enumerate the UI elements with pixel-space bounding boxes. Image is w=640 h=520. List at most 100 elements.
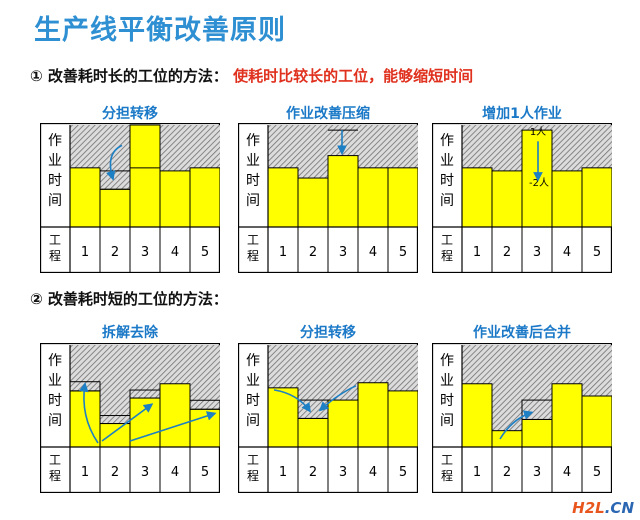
bar-station-1: [461, 383, 493, 448]
bar-station-4: [357, 382, 389, 448]
redistribute-arrow-3: [129, 411, 217, 442]
panel-label-3: 增加1人作业: [482, 106, 562, 122]
station-number-1: 1: [81, 465, 89, 480]
station-number-5: 5: [201, 245, 209, 260]
y-label-char: 业: [440, 373, 454, 389]
bar-station-4: [159, 170, 191, 228]
panel-label-5: 分担转移: [300, 325, 356, 341]
redistribute-arrow-2: [101, 403, 154, 442]
panel-chart-4: 作业时间工程 1 2 3 4 5: [40, 343, 220, 493]
x-label-char: 工: [247, 233, 259, 247]
station-number-4: 4: [563, 465, 571, 480]
redistribute-arrow-1: [79, 382, 99, 444]
x-label-char: 工: [49, 453, 61, 467]
bar-station-1: [69, 167, 101, 228]
panel-label-6: 作业改善后合并: [473, 325, 571, 341]
station-number-1: 1: [473, 245, 481, 260]
panel-chart-1: 作业时间工程 1 2 3 4 5: [40, 123, 220, 273]
bar-station-2: [99, 423, 131, 448]
y-label-char: 业: [48, 373, 62, 389]
annotation-1-person: 1人: [530, 126, 546, 138]
bar-station-2: [297, 417, 329, 448]
x-label-char: 工: [247, 453, 259, 467]
station-number-5: 5: [399, 245, 407, 260]
watermark-logo: H2L.CN: [572, 499, 634, 517]
station-number-3: 3: [339, 465, 347, 480]
bar-station-3: [327, 399, 359, 448]
x-label-char: 工: [441, 233, 453, 247]
station-number-4: 4: [563, 245, 571, 260]
station-number-5: 5: [593, 245, 601, 260]
panel-chart-6: 作业时间工程 1 2 3 4 5: [432, 343, 612, 493]
panel-chart-2: 作业时间工程 1 2 3 4 5: [238, 123, 418, 273]
bar-station-5: [387, 167, 418, 228]
x-label-char: 程: [247, 248, 259, 263]
x-label-char: 程: [247, 468, 259, 483]
y-label-char: 作: [48, 353, 62, 369]
station-number-5: 5: [593, 465, 601, 480]
x-label-char: 程: [441, 468, 453, 483]
removed-part-3: [129, 389, 161, 399]
bar-station-2: [491, 430, 523, 448]
station-number-4: 4: [171, 465, 179, 480]
station-number-3: 3: [141, 465, 149, 480]
bar-station-5: [581, 167, 612, 228]
station-number-3: 3: [533, 245, 541, 260]
section1-heading: ① 改善耗时长的工位的方法： 使耗时比较长的工位，能够缩短时间: [30, 65, 473, 86]
section2-heading-text: ② 改善耗时短的工位的方法：: [30, 290, 228, 308]
bar-station-4: [551, 170, 583, 228]
y-label-char: 时: [440, 173, 454, 189]
bar-station-5: [189, 167, 220, 228]
bar-station-5: [387, 390, 418, 448]
page-title: 生产线平衡改善原则: [34, 15, 286, 46]
station-number-5: 5: [399, 465, 407, 480]
y-label-char: 间: [48, 193, 62, 209]
bar-station-1: [461, 167, 493, 228]
transfer-arrow: [106, 144, 123, 181]
bar-station-2: [491, 170, 523, 228]
station-number-4: 4: [369, 245, 377, 260]
y-label-char: 间: [246, 193, 260, 209]
merge-arrow: [499, 410, 534, 440]
y-label-char: 间: [440, 413, 454, 429]
station-number-2: 2: [111, 245, 119, 260]
bar-station-5: [189, 408, 220, 448]
panel-label-1: 分担转移: [102, 106, 158, 122]
annotation-2-person: -2人: [529, 177, 549, 189]
y-label-char: 作: [440, 133, 454, 149]
y-label-char: 间: [246, 413, 260, 429]
y-label-char: 业: [246, 153, 260, 169]
y-label-char: 时: [246, 173, 260, 189]
station-number-3: 3: [339, 245, 347, 260]
x-label-char: 工: [49, 233, 61, 247]
x-label-char: 程: [49, 468, 61, 483]
bar-station-1: [267, 167, 299, 228]
bar-station-3: [521, 418, 553, 448]
station-number-1: 1: [279, 465, 287, 480]
y-label-char: 业: [246, 373, 260, 389]
station-number-2: 2: [309, 245, 317, 260]
x-label-char: 程: [49, 248, 61, 263]
station-number-2: 2: [503, 245, 511, 260]
station-number-2: 2: [111, 465, 119, 480]
x-label-char: 工: [441, 453, 453, 467]
section1-heading-text: ① 改善耗时长的工位的方法：: [30, 67, 228, 85]
bar-station-5: [581, 395, 612, 448]
y-label-char: 作: [246, 133, 260, 149]
y-label-char: 间: [440, 193, 454, 209]
y-label-char: 时: [48, 393, 62, 409]
x-label-char: 程: [441, 248, 453, 263]
y-label-char: 业: [48, 153, 62, 169]
panel-label-2: 作业改善压缩: [286, 106, 370, 122]
station-number-4: 4: [171, 245, 179, 260]
station-number-5: 5: [201, 465, 209, 480]
removed-part-5: [189, 399, 220, 410]
y-label-char: 时: [440, 393, 454, 409]
merged-part: [521, 399, 553, 420]
station-number-3: 3: [141, 245, 149, 260]
